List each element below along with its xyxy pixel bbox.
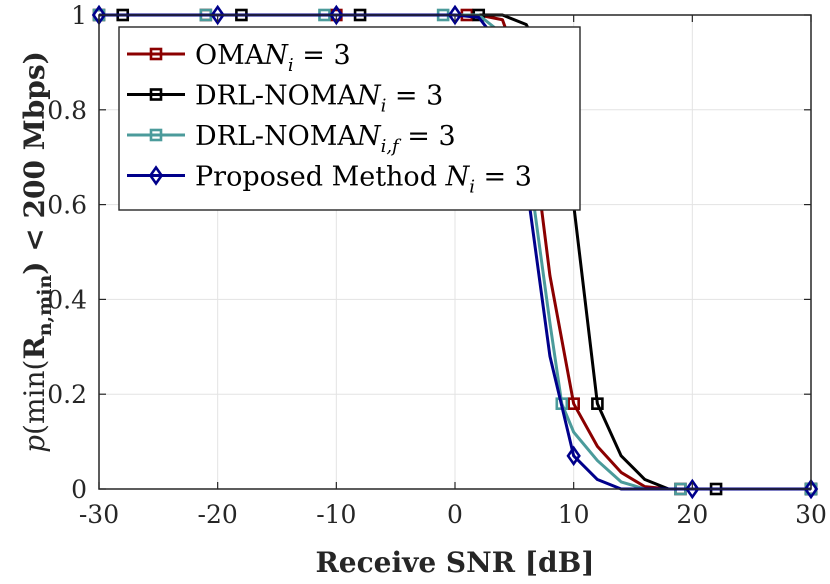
y-tick-label: 0.6 [47,191,87,220]
legend-entry-2: DRL-NOMANi = 3 [127,81,443,117]
legend: OMANi = 3 DRL-NOMANi = 3 DRL-NOMANi,f = 3 P… [118,26,581,211]
x-axis-label: Receive SNR [dB] [316,546,595,579]
x-tick-label: 10 [558,500,590,529]
y-axis-label: p(min(Rn,min) < 200 Mbps) [18,51,56,453]
x-tick-label: 0 [447,500,463,529]
y-tick-label: 0.8 [47,96,87,125]
legend-entry-3: DRL-NOMANi,f = 3 [127,121,456,157]
series-marker [447,4,463,26]
legend-marker [149,47,163,61]
legend-marker [148,165,164,186]
y-tick-label: 0 [71,475,87,504]
series-marker [329,4,344,26]
series-marker [803,478,819,500]
legend-entry-1: OMANi = 3 [127,40,351,76]
legend-marker [149,128,163,142]
legend-label: DRL-NOMANi,f = 3 [195,121,456,157]
legend-entry-4: Proposed Method Ni = 3 [127,162,532,198]
series-marker [591,397,604,410]
legend-marker [149,88,163,101]
x-tick-label: 30 [795,500,827,529]
ticks: -30 -20 -10 0 10 20 30 0 0.2 0.4 0.6 0.8 1 [47,1,827,529]
series-marker [685,478,700,500]
x-tick-label: -10 [316,500,356,529]
legend-label: DRL-NOMANi = 3 [195,81,443,117]
series-marker [566,445,581,467]
y-tick-label: 1 [71,1,87,30]
legend-label: OMANi = 3 [195,40,351,76]
y-tick-label: 0.4 [47,285,87,314]
legend-box [118,26,581,211]
series-marker [210,4,225,26]
y-tick-label: 0.2 [47,380,87,409]
series-marker [567,397,580,410]
x-tick-label: -30 [79,500,119,529]
legend-label: Proposed Method Ni = 3 [195,162,532,198]
x-tick-label: 20 [676,500,708,529]
x-tick-label: -20 [198,500,238,529]
